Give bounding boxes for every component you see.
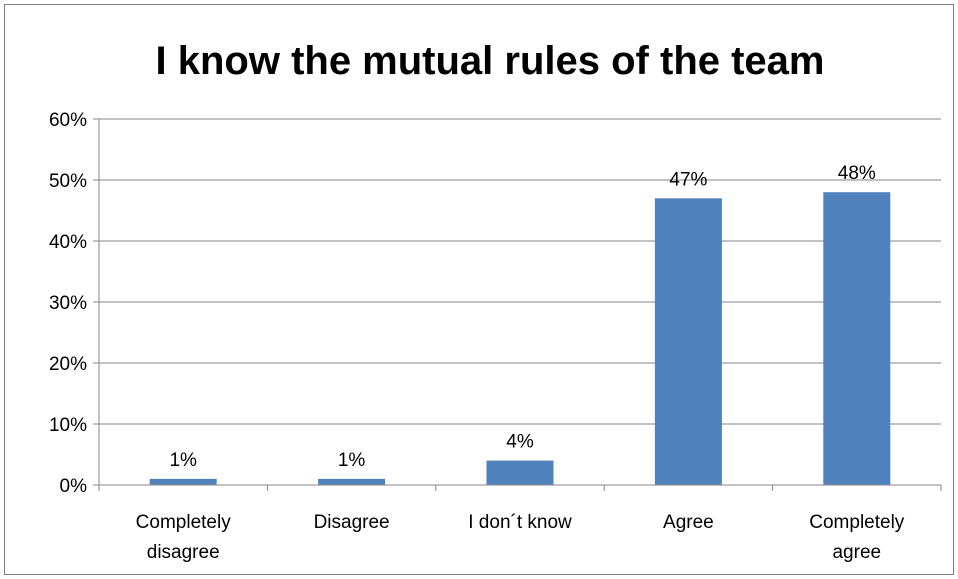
x-tick-label: Agree — [663, 512, 714, 533]
bar — [318, 478, 386, 485]
bar — [823, 192, 891, 485]
y-tick-label: 20% — [49, 354, 87, 375]
chart-title: I know the mutual rules of the team — [156, 39, 825, 83]
x-tick-label: Completely disagree — [136, 512, 232, 563]
data-label: 47% — [669, 169, 707, 190]
axes — [93, 118, 942, 491]
y-tick-label: 10% — [49, 415, 87, 436]
bar — [149, 478, 217, 485]
data-label: 48% — [838, 163, 876, 184]
y-tick-label: 40% — [49, 232, 87, 253]
data-label: 1% — [169, 450, 197, 471]
data-label: 4% — [506, 432, 534, 453]
labels: 0% 10% 20% 30% 40% 50% 60% 1% Completely disagree… — [49, 110, 905, 563]
bar — [486, 460, 554, 485]
bars — [149, 192, 891, 486]
x-tick-label: Disagree — [314, 512, 390, 533]
x-tick-label: I don´t know — [468, 512, 572, 533]
y-tick-label: 30% — [49, 293, 87, 314]
y-tick-label: 50% — [49, 171, 87, 192]
x-tick-label: Completely agree — [809, 512, 905, 563]
gridlines — [99, 118, 941, 425]
y-tick-label: 60% — [49, 110, 87, 131]
y-tick-label: 0% — [60, 476, 88, 497]
data-label: 1% — [338, 450, 366, 471]
bar — [654, 198, 722, 486]
